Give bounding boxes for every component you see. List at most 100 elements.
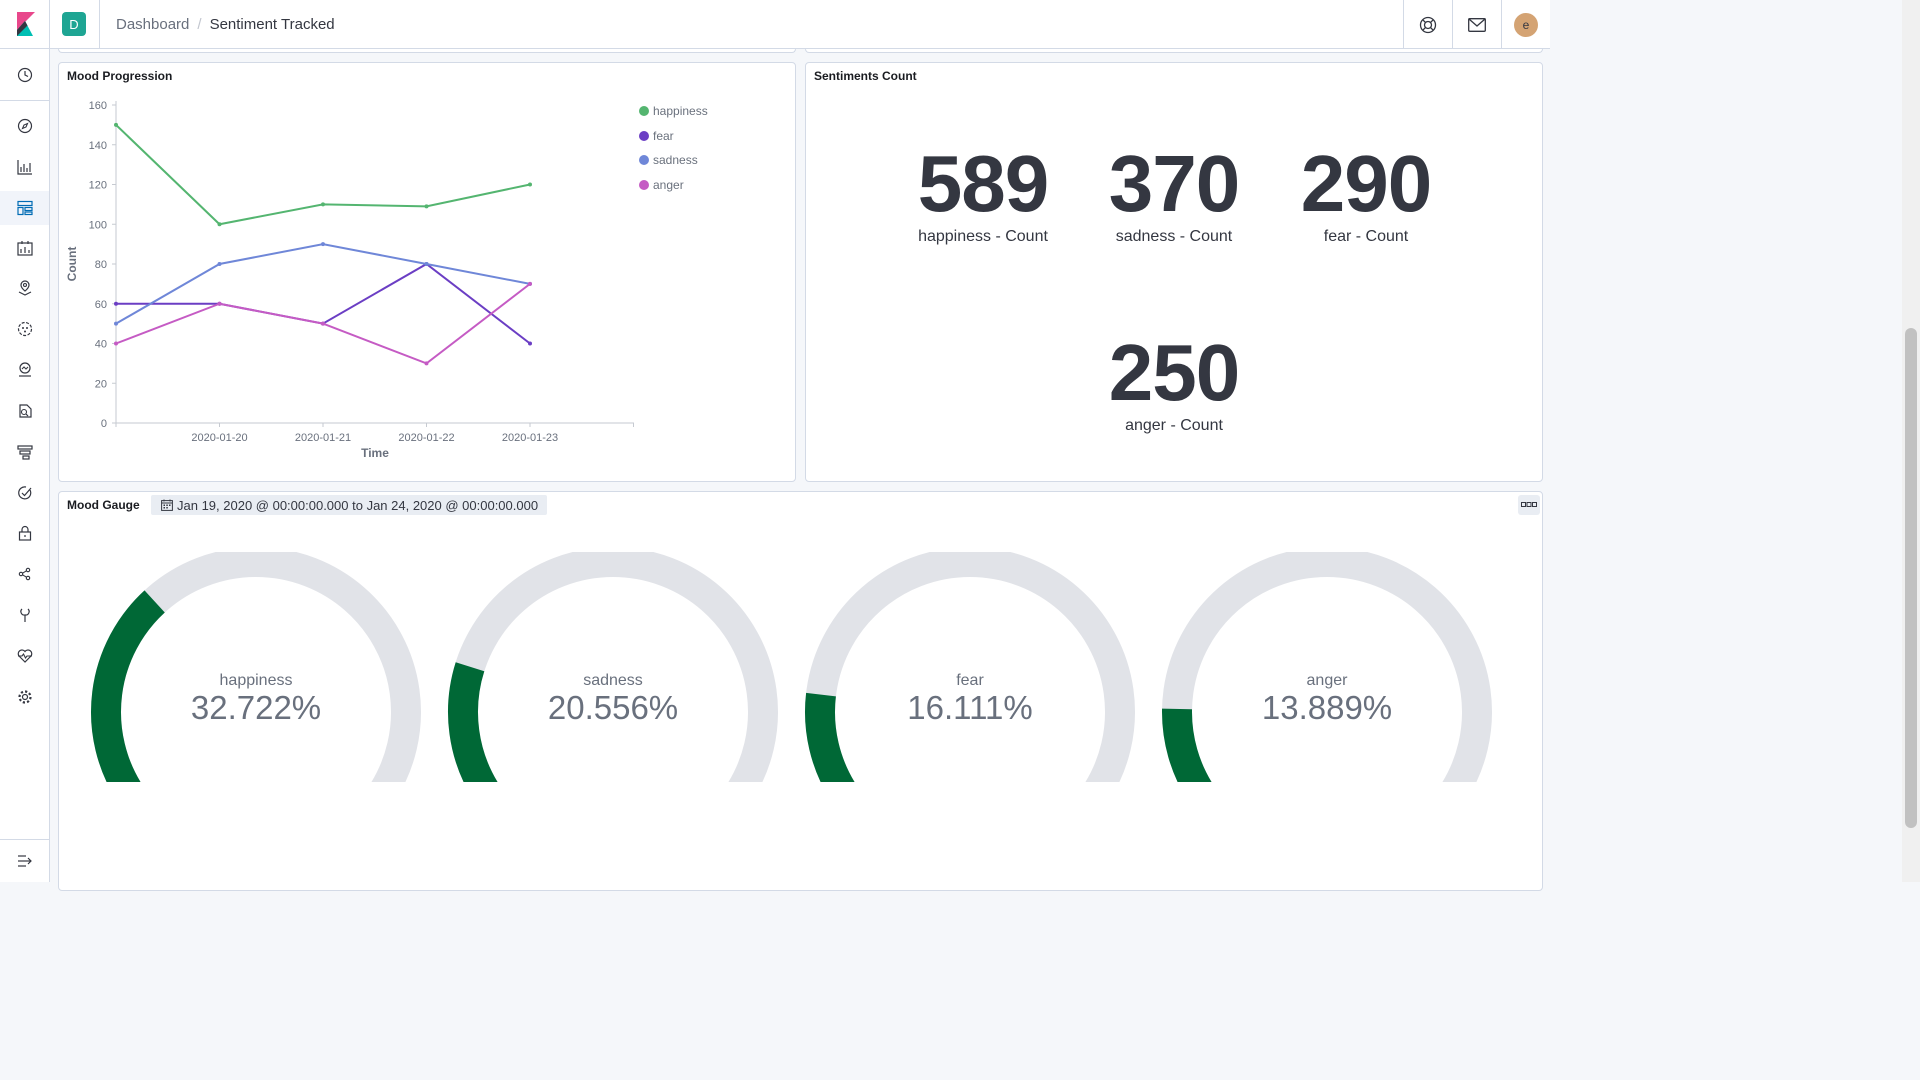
- kibana-logo[interactable]: [0, 0, 50, 49]
- data-point-fear: [114, 301, 118, 306]
- time-range-text: Jan 19, 2020 @ 00:00:00.000 to Jan 24, 2…: [177, 497, 539, 513]
- sentiments-count-panel: Sentiments Count 589 happiness - Count 3…: [805, 62, 1543, 482]
- y-tick-label: 40: [95, 339, 107, 351]
- metric-value: 250: [1108, 328, 1240, 417]
- time-range-badge[interactable]: Jan 19, 2020 @ 00:00:00.000 to Jan 24, 2…: [151, 495, 548, 515]
- metric-anger: 250 anger - Count: [1094, 333, 1254, 435]
- legend-item-sadness[interactable]: sadness: [639, 148, 708, 173]
- data-point-fear: [528, 341, 532, 346]
- legend-item-anger[interactable]: anger: [639, 173, 708, 198]
- legend-item-fear[interactable]: fear: [639, 124, 708, 149]
- dashboard-icon: [16, 200, 33, 216]
- collapse-menu-icon: [17, 855, 32, 867]
- nav-maps[interactable]: [0, 271, 49, 305]
- gear-icon: [17, 690, 32, 704]
- gauge-arc: [91, 547, 421, 802]
- gauge-value: 20.556%: [547, 689, 679, 726]
- metric-value: 370: [1108, 139, 1240, 228]
- metric-sadness: 370 sadness - Count: [1094, 144, 1254, 246]
- nav-stack-monitoring[interactable]: [0, 639, 49, 673]
- user-menu-button[interactable]: e: [1501, 0, 1550, 49]
- nav-graph[interactable]: [0, 557, 49, 591]
- y-tick-label: 80: [95, 259, 107, 271]
- breadcrumb-dashboard[interactable]: Dashboard: [116, 15, 190, 33]
- mood-gauge-panel: Mood Gauge Jan 19, 2020 @ 00:00:00.000 t…: [58, 491, 1543, 891]
- gauge-sadness[interactable]: sadness 20.556%: [443, 547, 783, 802]
- panel-options-button[interactable]: [1518, 495, 1540, 515]
- legend-label: anger: [653, 177, 684, 192]
- data-point-anger: [217, 301, 222, 306]
- mood-progression-chart[interactable]: 0 20 40 60 80 100 120 140 160 2020-01-20 2020-01-2…: [59, 63, 795, 481]
- data-point-anger: [321, 321, 325, 326]
- maps-icon: [18, 280, 31, 296]
- legend-item-happiness[interactable]: happiness: [639, 99, 708, 124]
- gauge-arc: [448, 547, 778, 802]
- series-line-sadness: [115, 243, 531, 325]
- visualize-icon: [16, 160, 32, 175]
- page-scrollbar[interactable]: [1902, 0, 1920, 882]
- breadcrumb-separator: /: [197, 15, 202, 33]
- nav-visualize[interactable]: [0, 150, 49, 184]
- gauge-fear[interactable]: fear 16.111%: [800, 547, 1140, 802]
- metric-label: happiness - Count: [918, 228, 1048, 245]
- gauge-label: sadness: [583, 672, 643, 689]
- mood-progression-panel: Mood Progression 0 20 40 60 80 100 120 140 160 20…: [58, 62, 796, 482]
- help-button[interactable]: [1403, 0, 1452, 49]
- data-point-sadness: [114, 321, 118, 326]
- scrollbar-thumb[interactable]: [1905, 328, 1917, 828]
- data-point-happiness: [321, 202, 325, 207]
- gauge-value: 13.889%: [1261, 689, 1393, 726]
- legend-dot: [639, 179, 649, 190]
- nav-apm[interactable]: [0, 435, 49, 469]
- nav-dashboard[interactable]: [0, 191, 49, 225]
- nav-infrastructure[interactable]: [0, 353, 49, 387]
- y-tick-label: 60: [95, 299, 107, 311]
- data-point-sadness: [217, 262, 222, 266]
- nav-siem[interactable]: [0, 516, 49, 550]
- gauge-label: anger: [1306, 672, 1348, 689]
- infrastructure-icon: [18, 362, 31, 377]
- legend-dot: [639, 106, 649, 117]
- legend-label: fear: [653, 128, 674, 143]
- clock-icon: [17, 67, 32, 83]
- gauge-happiness[interactable]: happiness 32.722%: [86, 547, 426, 802]
- x-tick-label: 2020-01-21: [295, 432, 351, 444]
- y-tick-label: 120: [89, 180, 107, 192]
- metric-fear: 290 fear - Count: [1286, 144, 1446, 246]
- nav-dev-tools[interactable]: [0, 598, 49, 632]
- y-tick-label: 160: [89, 100, 107, 112]
- metric-label: fear - Count: [1323, 228, 1409, 245]
- graph-icon: [18, 567, 30, 581]
- user-avatar: e: [1514, 12, 1538, 37]
- data-point-sadness: [321, 242, 325, 247]
- newsfeed-button[interactable]: [1452, 0, 1501, 49]
- space-avatar[interactable]: D: [62, 12, 86, 36]
- gauge-anger[interactable]: anger 13.889%: [1157, 547, 1497, 802]
- heartbeat-icon: [17, 649, 32, 663]
- nav-machine-learning[interactable]: [0, 312, 49, 346]
- data-point-happiness: [114, 122, 118, 127]
- nav-discover[interactable]: [0, 109, 49, 143]
- x-axis-title: Time: [361, 446, 389, 460]
- legend-dot: [639, 130, 649, 141]
- chart-legend: happiness fear sadness anger: [639, 99, 708, 197]
- y-tick-label: 20: [95, 378, 107, 390]
- data-point-happiness: [528, 182, 532, 187]
- series-line-happiness: [115, 124, 531, 226]
- nav-management[interactable]: [0, 680, 49, 714]
- wrench-icon: [19, 608, 30, 622]
- header-actions: e: [1403, 0, 1550, 49]
- legend-label: happiness: [653, 104, 708, 119]
- panel-title: Mood Gauge: [67, 498, 140, 512]
- nav-collapse-button[interactable]: [0, 844, 49, 878]
- nav-uptime[interactable]: [0, 476, 49, 510]
- metric-label: anger - Count: [1125, 417, 1223, 434]
- nav-recently-viewed[interactable]: [0, 58, 49, 92]
- nav-logs[interactable]: [0, 394, 49, 428]
- side-navigation: [0, 49, 50, 882]
- data-point-sadness: [424, 262, 429, 266]
- nav-canvas[interactable]: [0, 231, 49, 265]
- y-axis-title: Count: [65, 247, 79, 282]
- metric-happiness: 589 happiness - Count: [903, 144, 1063, 246]
- y-tick-label: 140: [89, 140, 107, 152]
